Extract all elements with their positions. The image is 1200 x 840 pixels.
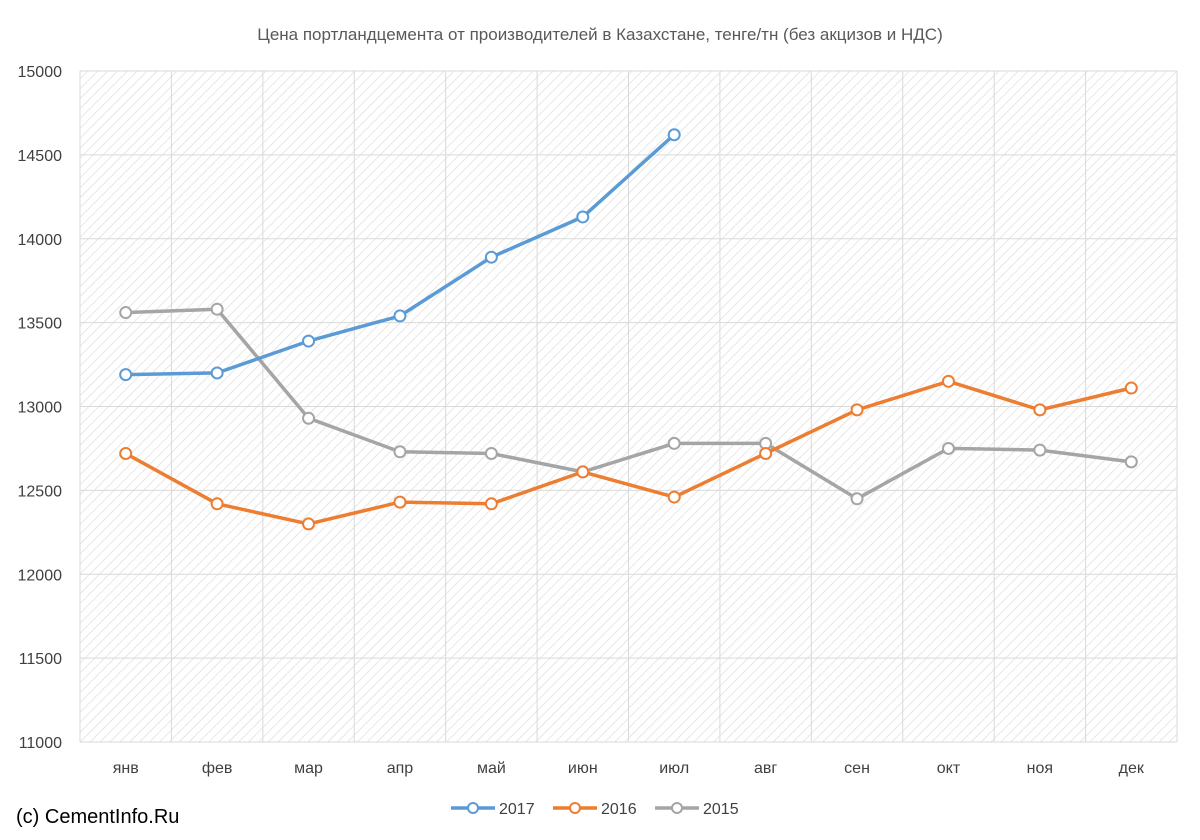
data-point: [393, 445, 407, 459]
legend-label: 2015: [703, 801, 739, 818]
legend-item-2015: 2015: [655, 801, 739, 818]
legend-swatch-marker: [569, 802, 581, 814]
data-point: [119, 306, 133, 320]
x-tick-label: дек: [1119, 760, 1145, 777]
legend-swatch-marker: [467, 802, 479, 814]
y-tick-label: 11500: [19, 651, 62, 668]
series-2017: [119, 128, 681, 382]
x-tick-label: янв: [113, 760, 139, 777]
data-point: [667, 436, 681, 450]
y-axis: 11000 11500 12000 12500 13000 13500 14000 14500…: [18, 64, 63, 752]
series-line: [123, 307, 1134, 501]
x-tick-label: фев: [202, 760, 233, 777]
series-2015: [119, 302, 1138, 506]
data-point: [393, 495, 407, 509]
data-point: [850, 492, 864, 506]
data-point: [576, 210, 590, 224]
series-2016: [119, 374, 1138, 531]
chart-title: Цена портландцемента от производителей в…: [257, 25, 943, 44]
y-tick-label: 15000: [18, 64, 63, 81]
data-point: [1033, 403, 1047, 417]
x-tick-label: июл: [659, 760, 689, 777]
y-tick-label: 11000: [19, 735, 62, 752]
legend-swatch-marker: [671, 802, 683, 814]
x-axis: янв фев мар апр май июн июл авг сен окт ноя дек: [113, 760, 1145, 777]
data-point: [667, 128, 681, 142]
data-point: [210, 366, 224, 380]
copyright-text: (c) CementInfo.Ru: [16, 806, 180, 828]
data-point: [1033, 443, 1047, 457]
legend-label: 2016: [601, 801, 637, 818]
y-tick-label: 14500: [18, 148, 63, 165]
data-point: [484, 497, 498, 511]
data-point: [850, 403, 864, 417]
y-tick-label: 12500: [18, 483, 63, 500]
data-point: [393, 309, 407, 323]
x-tick-label: сен: [844, 760, 870, 777]
y-tick-label: 14000: [18, 232, 63, 249]
x-tick-label: авг: [754, 760, 777, 777]
legend-label: 2017: [499, 801, 535, 818]
data-point: [302, 517, 316, 531]
data-point: [759, 446, 773, 460]
data-point: [119, 368, 133, 382]
y-tick-label: 12000: [18, 567, 63, 584]
data-point: [1124, 381, 1138, 395]
series-line: [123, 379, 1134, 526]
grid-lines: [79, 70, 1178, 743]
data-point: [210, 497, 224, 511]
x-tick-label: апр: [387, 760, 414, 777]
data-point: [119, 446, 133, 460]
data-point: [302, 334, 316, 348]
data-point: [1124, 455, 1138, 469]
legend-item-2016: 2016: [553, 801, 637, 818]
series-layer: [119, 128, 1138, 531]
x-tick-label: май: [477, 760, 506, 777]
legend-item-2017: 2017: [451, 801, 535, 818]
y-tick-label: 13000: [18, 400, 63, 417]
data-point: [302, 411, 316, 425]
data-point: [941, 441, 955, 455]
data-point: [576, 465, 590, 479]
x-tick-label: окт: [937, 760, 961, 777]
x-tick-label: мар: [294, 760, 323, 777]
legend: 2017 2016 2015: [451, 801, 739, 818]
data-point: [210, 302, 224, 316]
data-point: [941, 374, 955, 388]
data-point: [484, 250, 498, 264]
x-tick-label: июн: [568, 760, 598, 777]
data-point: [667, 490, 681, 504]
y-tick-label: 13500: [18, 316, 63, 333]
x-tick-label: ноя: [1027, 760, 1053, 777]
data-point: [484, 446, 498, 460]
